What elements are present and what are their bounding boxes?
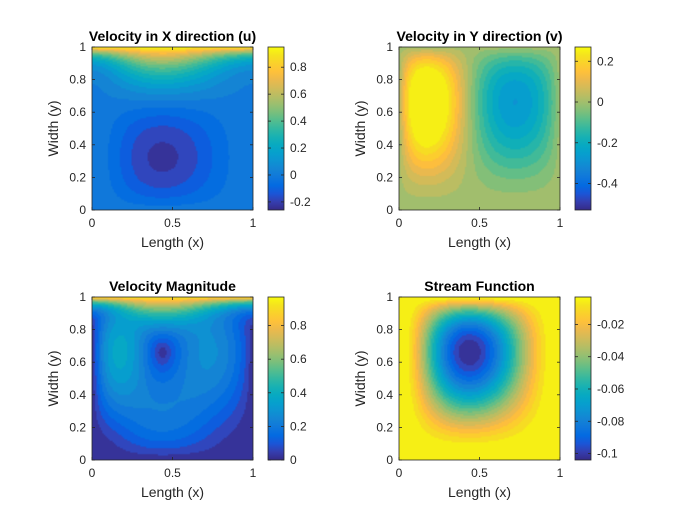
subplot-title: Velocity Magnitude: [109, 278, 236, 294]
subplot-psi: Stream Function 0 0.5 1 0 0.2 0.4 0.6 0.8 1 Length…: [352, 278, 625, 500]
x-tick-label: 0.5: [164, 216, 181, 230]
subplot-title: Stream Function: [424, 278, 534, 294]
x-tick-label: 1: [250, 466, 257, 480]
y-tick-label: 0.6: [69, 105, 86, 119]
colorbar-tick-label: -0.4: [597, 177, 618, 191]
x-axis-label: Length (x): [141, 234, 204, 250]
y-tick-label: 0.4: [69, 138, 86, 152]
y-tick-label: 0.8: [376, 73, 393, 87]
y-tick-label: 0.2: [376, 420, 393, 434]
x-tick-label: 1: [557, 466, 564, 480]
y-tick-label: 0: [386, 453, 393, 467]
colorbar-box: [267, 296, 285, 461]
colorbar: [268, 47, 284, 210]
subplot-speed: Velocity Magnitude 0 0.5 1 0 0.2 0.4 0.6 0.8 1 Len…: [45, 278, 307, 500]
y-tick-label: 0.2: [69, 170, 86, 184]
colorbar-tick-label: 0.8: [290, 319, 307, 333]
x-tick-label: 0.5: [471, 216, 488, 230]
y-tick-label: 0.4: [69, 388, 86, 402]
x-tick-label: 0: [89, 216, 96, 230]
subplot-u: Velocity in X direction (u) 0 0.5 1 0 0.2 0.4 0…: [45, 28, 311, 250]
y-axis-label: Width (y): [45, 101, 61, 157]
colorbar-tick-label: 0.4: [290, 114, 307, 128]
colorbar-tick-label: -0.1: [597, 447, 618, 461]
x-tick-label: 0: [396, 466, 403, 480]
x-axis-label: Length (x): [141, 484, 204, 500]
colorbar-tick-label: 0.2: [290, 141, 307, 155]
y-tick-label: 0.8: [376, 323, 393, 337]
subplot-v: Velocity in Y direction (v) 0 0.5 1 0 0.2 0.4 0…: [352, 28, 618, 250]
x-axis-label: Length (x): [448, 234, 511, 250]
y-tick-label: 0.6: [376, 355, 393, 369]
y-axis-label: Width (y): [352, 351, 368, 407]
y-tick-label: 0.4: [376, 388, 393, 402]
field-image-psi: [399, 297, 560, 460]
y-tick-label: 0.6: [376, 105, 393, 119]
colorbar-tick-label: 0: [290, 168, 297, 182]
y-tick-label: 0.4: [376, 138, 393, 152]
field-image-u: [92, 47, 253, 210]
colorbar-tick-label: 0.2: [290, 419, 307, 433]
y-tick-label: 0.8: [69, 73, 86, 87]
y-tick-label: 0: [79, 453, 86, 467]
colorbar: [575, 47, 591, 210]
x-tick-label: 0: [89, 466, 96, 480]
colorbar-tick-label: 0.6: [290, 87, 307, 101]
y-tick-label: 0: [79, 203, 86, 217]
y-tick-label: 1: [79, 40, 86, 54]
y-tick-label: 1: [386, 40, 393, 54]
colorbar-tick-label: -0.08: [597, 414, 625, 428]
subplot-title: Velocity in X direction (u): [89, 28, 256, 44]
y-tick-label: 0.2: [376, 170, 393, 184]
y-axis-label: Width (y): [45, 351, 61, 407]
colorbar-tick-label: 0: [290, 453, 297, 467]
field-image-speed: [92, 297, 253, 460]
colorbar: [268, 297, 284, 460]
colorbar-tick-label: 0: [597, 95, 604, 109]
x-tick-label: 1: [250, 216, 257, 230]
y-tick-label: 1: [386, 290, 393, 304]
y-tick-label: 0.8: [69, 323, 86, 337]
colorbar-tick-label: -0.02: [597, 317, 625, 331]
colorbar-box: [267, 46, 285, 211]
y-tick-label: 0.2: [69, 420, 86, 434]
colorbar-tick-label: -0.06: [597, 382, 625, 396]
y-tick-label: 0.6: [69, 355, 86, 369]
y-tick-label: 0: [386, 203, 393, 217]
colorbar-box: [574, 296, 592, 461]
colorbar-tick-label: 0.8: [290, 60, 307, 74]
colorbar: [575, 297, 591, 460]
colorbar-tick-label: -0.2: [290, 195, 311, 209]
y-axis-label: Width (y): [352, 101, 368, 157]
y-tick-label: 1: [79, 290, 86, 304]
x-tick-label: 0.5: [164, 466, 181, 480]
subplot-title: Velocity in Y direction (v): [397, 28, 563, 44]
x-tick-label: 0.5: [471, 466, 488, 480]
x-axis-label: Length (x): [448, 484, 511, 500]
colorbar-box: [574, 46, 592, 211]
colorbar-tick-label: -0.2: [597, 136, 618, 150]
field-image-v: [399, 47, 560, 210]
colorbar-tick-label: 0.2: [597, 54, 614, 68]
x-tick-label: 0: [396, 216, 403, 230]
colorbar-tick-label: -0.04: [597, 350, 625, 364]
colorbar-tick-label: 0.6: [290, 352, 307, 366]
x-tick-label: 1: [557, 216, 564, 230]
colorbar-tick-label: 0.4: [290, 386, 307, 400]
